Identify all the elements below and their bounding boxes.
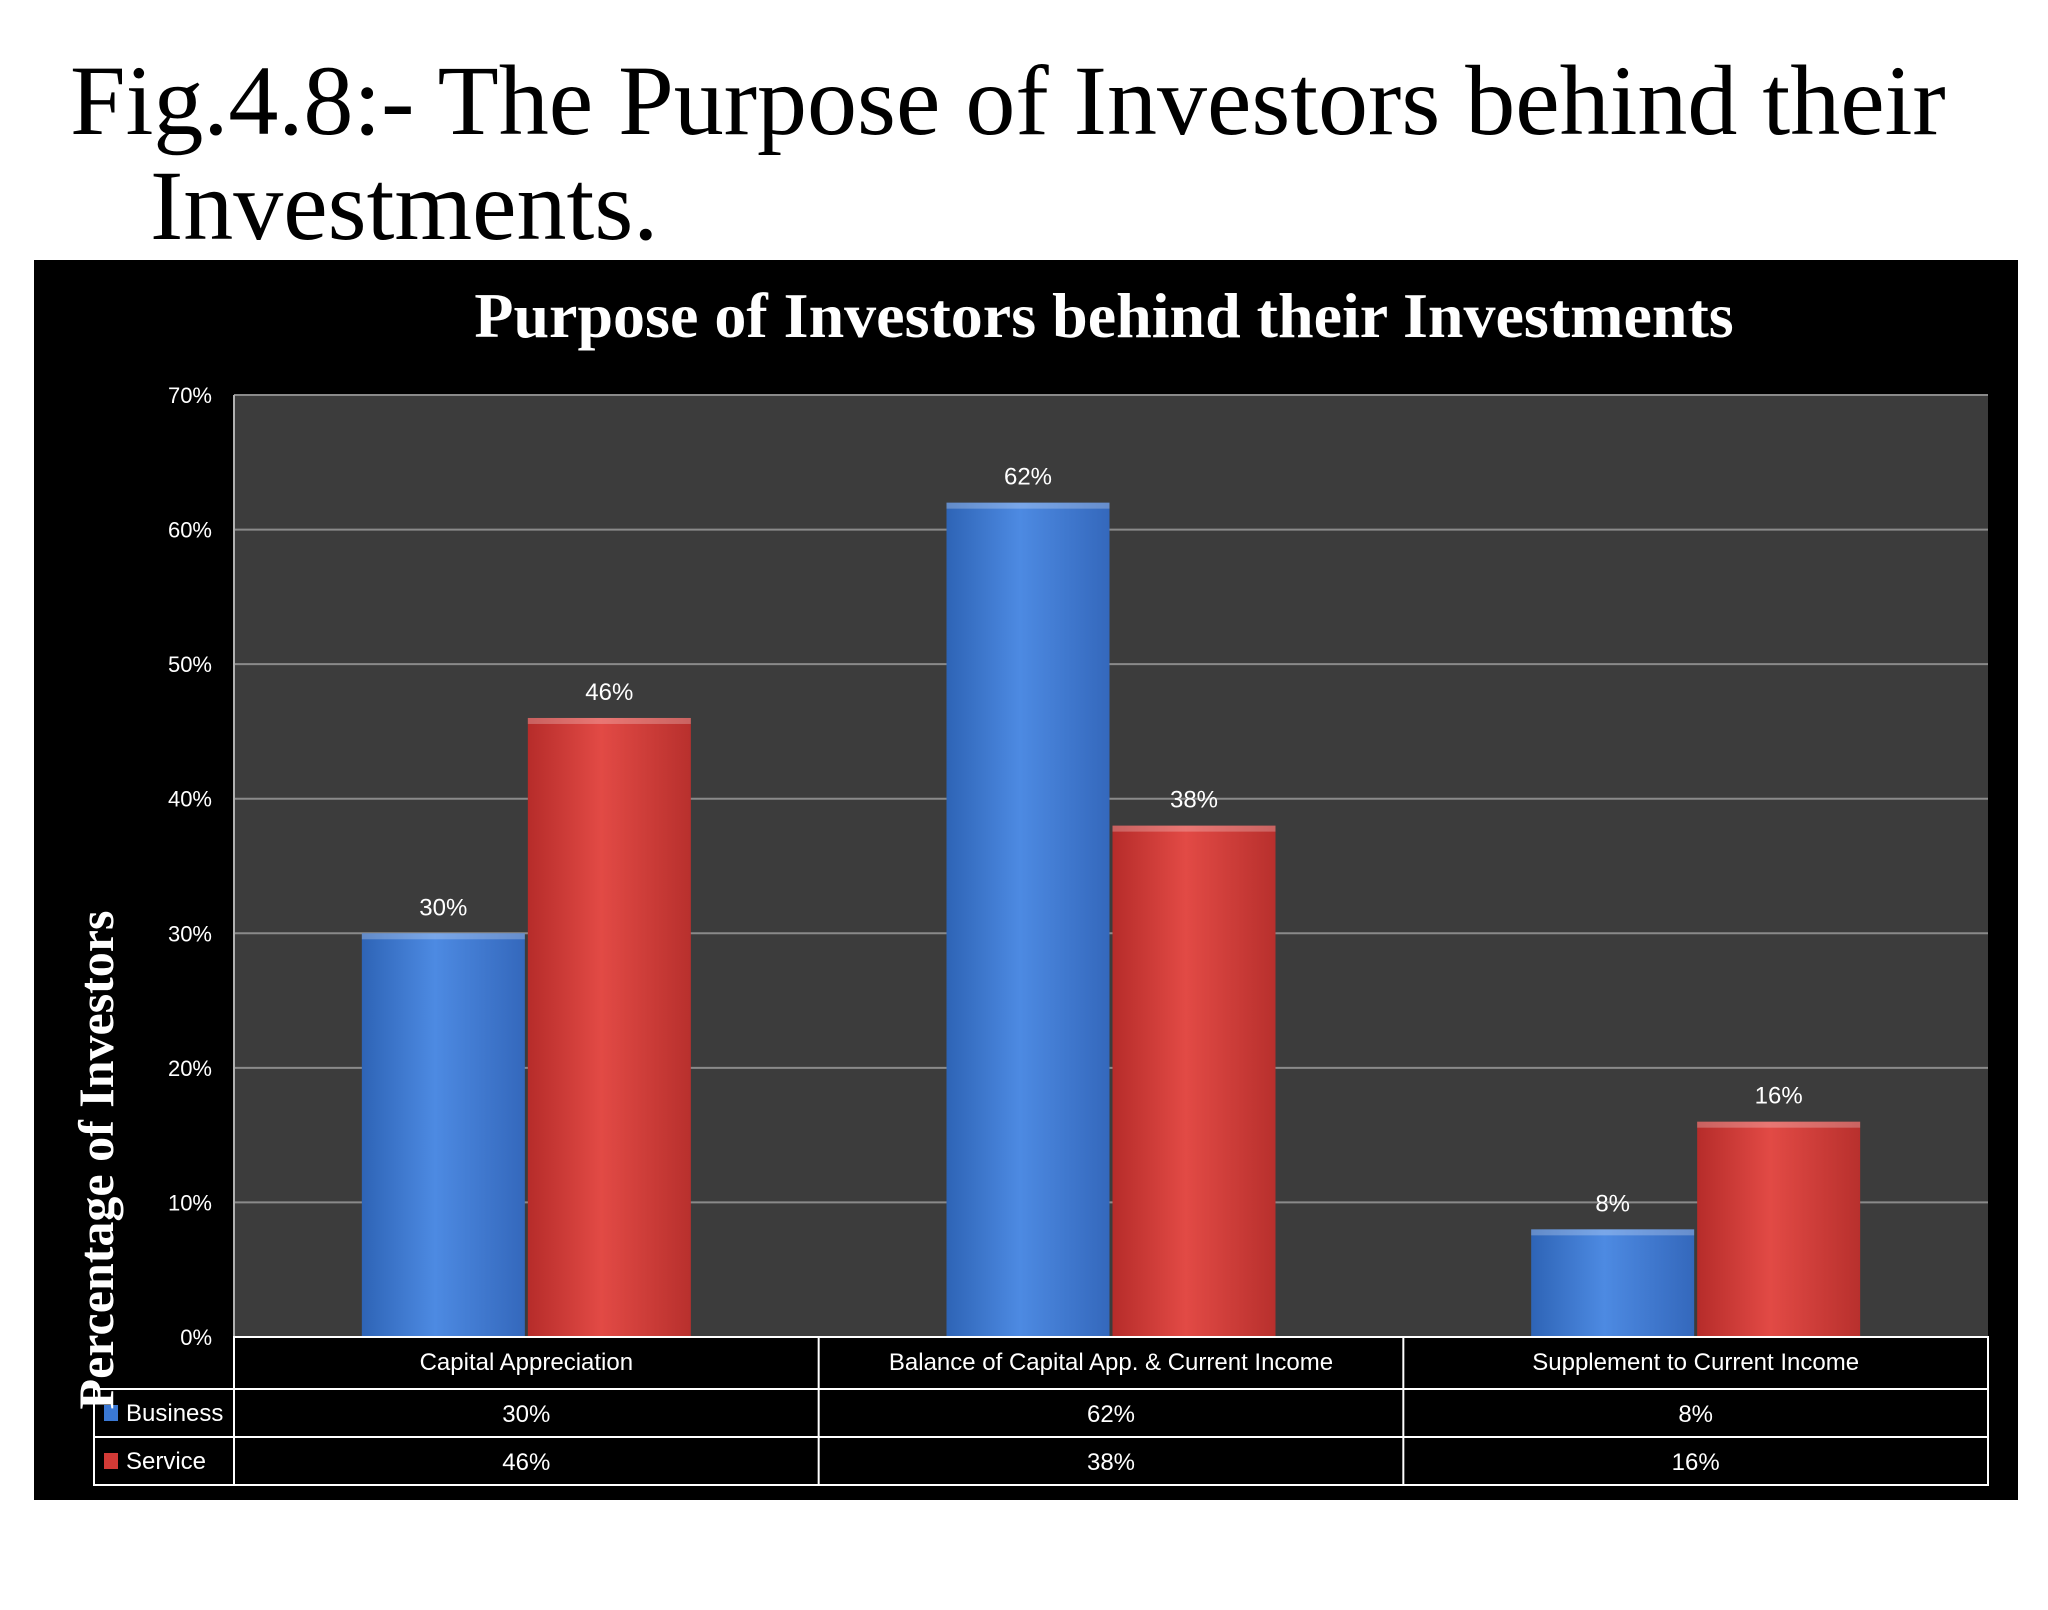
legend-swatch: [104, 1405, 118, 1421]
bar-business: [946, 502, 1110, 1337]
y-tick-label: 50%: [168, 652, 212, 677]
legend-label: Service: [126, 1448, 206, 1475]
data-label: 30%: [419, 894, 467, 921]
data-label: 62%: [1004, 464, 1052, 491]
category-label: Capital Appreciation: [420, 1349, 633, 1376]
table-cell-value: 30%: [502, 1401, 550, 1428]
y-tick-label: 60%: [168, 518, 212, 543]
data-label: 16%: [1755, 1083, 1803, 1110]
data-label: 38%: [1170, 787, 1218, 814]
y-tick-label: 40%: [168, 787, 212, 812]
y-axis-label: Percentage of Investors: [68, 910, 124, 1410]
chart-title: Purpose of Investors behind their Invest…: [474, 280, 1734, 351]
figure-title-line-1: Fig.4.8:- The Purpose of Investors behin…: [70, 45, 1946, 156]
data-label: 46%: [585, 679, 633, 706]
y-tick-label: 20%: [168, 1056, 212, 1081]
bar-top-highlight: [527, 717, 691, 724]
category-label: Supplement to Current Income: [1532, 1349, 1859, 1376]
y-tick-label: 30%: [168, 921, 212, 946]
bar-top-highlight: [1112, 825, 1276, 832]
bar-top-highlight: [361, 933, 525, 940]
bar-top-highlight: [1531, 1229, 1695, 1236]
table-cell-value: 8%: [1678, 1401, 1713, 1428]
bar-top-highlight: [946, 502, 1110, 509]
figure-title: Fig.4.8:- The Purpose of Investors behin…: [70, 48, 2020, 258]
bar-service: [1112, 825, 1276, 1337]
y-tick-label: 0%: [180, 1325, 212, 1350]
bar-top-highlight: [1697, 1121, 1861, 1128]
chart-panel: 0% 10% 20% 30% 40% 50% 60% 70% 30% 46% 62% 38% 8% 16%…: [34, 260, 2018, 1500]
bar-service: [1697, 1121, 1861, 1337]
legend-swatch: [104, 1453, 118, 1469]
table-cell-value: 38%: [1087, 1449, 1135, 1476]
bar-service: [527, 717, 691, 1337]
y-tick-label: 10%: [168, 1190, 212, 1215]
category-label: Balance of Capital App. & Current Income: [889, 1349, 1333, 1376]
bar-business: [361, 933, 525, 1337]
table-cell-value: 62%: [1087, 1401, 1135, 1428]
legend-label: Business: [126, 1400, 223, 1427]
y-tick-label: 70%: [168, 383, 212, 408]
data-label: 8%: [1595, 1190, 1630, 1217]
plot-area: [234, 395, 1988, 1337]
bar-business: [1531, 1229, 1695, 1337]
bar-chart: 0% 10% 20% 30% 40% 50% 60% 70% 30% 46% 62% 38% 8% 16%…: [93, 383, 1989, 1486]
table-cell-value: 16%: [1672, 1449, 1720, 1476]
table-cell-value: 46%: [502, 1449, 550, 1476]
figure-title-line-2: Investments.: [150, 150, 659, 261]
